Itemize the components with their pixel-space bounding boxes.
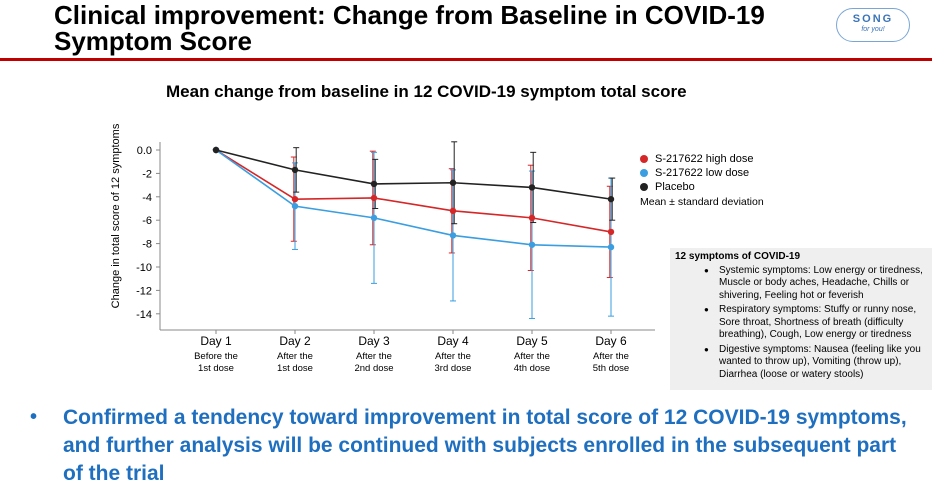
legend-marker-low-dose <box>640 169 648 177</box>
conclusion-bullet-point: • Confirmed a tendency toward improvemen… <box>30 404 920 488</box>
x-tick-sublabel: 5th dose <box>593 363 629 374</box>
x-tick-sublabel: 4th dose <box>514 363 550 374</box>
legend-item-high-dose: S-217622 high dose <box>640 152 764 166</box>
y-tick-label: -2 <box>142 168 152 180</box>
y-tick-label: -12 <box>136 285 152 297</box>
x-tick-sublabel: 3rd dose <box>435 363 472 374</box>
chart-legend: S-217622 high dose S-217622 low dose Pla… <box>640 152 764 208</box>
symptom-score-chart: Change in total score of 12 symptoms 0.0… <box>110 123 655 374</box>
legend-label-high-dose: S-217622 high dose <box>655 153 754 165</box>
legend-note: Mean ± standard deviation <box>640 196 764 208</box>
y-tick-label: -14 <box>136 309 152 321</box>
y-tick-label: -10 <box>136 262 152 274</box>
legend-item-low-dose: S-217622 low dose <box>640 166 764 180</box>
data-point <box>607 243 615 251</box>
slide-title: Clinical improvement: Change from Baseli… <box>54 0 765 56</box>
y-tick-label: -8 <box>142 239 152 251</box>
data-point <box>370 194 378 202</box>
x-tick-label: Day 4 <box>437 334 469 348</box>
data-point <box>607 195 615 203</box>
x-tick-sublabel: After the <box>435 351 471 362</box>
data-point <box>449 232 457 239</box>
x-tick-label: Day 5 <box>516 334 548 348</box>
series-line <box>215 149 612 200</box>
data-point <box>212 146 220 154</box>
x-tick-label: Day 2 <box>279 334 311 348</box>
logo-subtext: for you! <box>861 26 885 33</box>
legend-label-placebo: Placebo <box>655 181 695 193</box>
series-line <box>215 149 612 233</box>
legend-item-placebo: Placebo <box>640 180 764 194</box>
legend-marker-placebo <box>640 183 648 191</box>
x-tick-sublabel: Before the <box>194 351 238 362</box>
chart-title: Mean change from baseline in 12 COVID-19… <box>166 82 687 101</box>
y-tick-label: -6 <box>142 215 152 227</box>
y-tick-label: -4 <box>142 192 152 204</box>
conclusion-text: Confirmed a tendency toward improvement … <box>63 406 907 485</box>
data-point <box>291 166 299 174</box>
data-point <box>528 214 536 222</box>
x-tick-sublabel: After the <box>593 351 629 362</box>
x-tick-sublabel: After the <box>514 351 550 362</box>
data-point <box>449 179 457 186</box>
data-point <box>528 184 536 191</box>
data-point <box>370 180 378 188</box>
legend-marker-high-dose <box>640 155 648 163</box>
x-tick-label: Day 3 <box>358 334 390 348</box>
data-point <box>528 241 536 248</box>
x-tick-sublabel: After the <box>277 351 313 362</box>
y-tick-label: 0.0 <box>137 145 152 157</box>
symptom-category-digestive: Digestive symptoms: Nausea (feeling like… <box>675 344 932 382</box>
legend-label-low-dose: S-217622 low dose <box>655 167 750 179</box>
series-line <box>215 149 612 248</box>
logo-text: SONG <box>852 13 894 25</box>
data-point <box>291 202 299 210</box>
x-tick-sublabel: 2nd dose <box>354 363 393 374</box>
data-point <box>370 214 378 222</box>
x-tick-sublabel: 1st dose <box>277 363 313 374</box>
x-tick-sublabel: 1st dose <box>198 363 234 374</box>
data-point <box>291 195 299 203</box>
symptom-category-respiratory: Respiratory symptoms: Stuffy or runny no… <box>675 304 932 342</box>
symptom-category-systemic: Systemic symptoms: Low energy or tiredne… <box>675 265 932 303</box>
company-logo: SONG for you! <box>836 8 910 42</box>
y-axis-label: Change in total score of 12 symptoms <box>110 123 122 308</box>
bullet-marker: • <box>30 406 38 428</box>
title-divider <box>0 58 932 61</box>
x-tick-sublabel: After the <box>356 351 392 362</box>
data-point <box>607 228 615 236</box>
symptoms-info-box: 12 symptoms of COVID-19 Systemic symptom… <box>670 248 932 390</box>
data-point <box>449 207 457 215</box>
symptoms-box-title: 12 symptoms of COVID-19 <box>675 251 801 262</box>
x-tick-label: Day 1 <box>200 334 232 348</box>
x-tick-label: Day 6 <box>595 334 627 348</box>
